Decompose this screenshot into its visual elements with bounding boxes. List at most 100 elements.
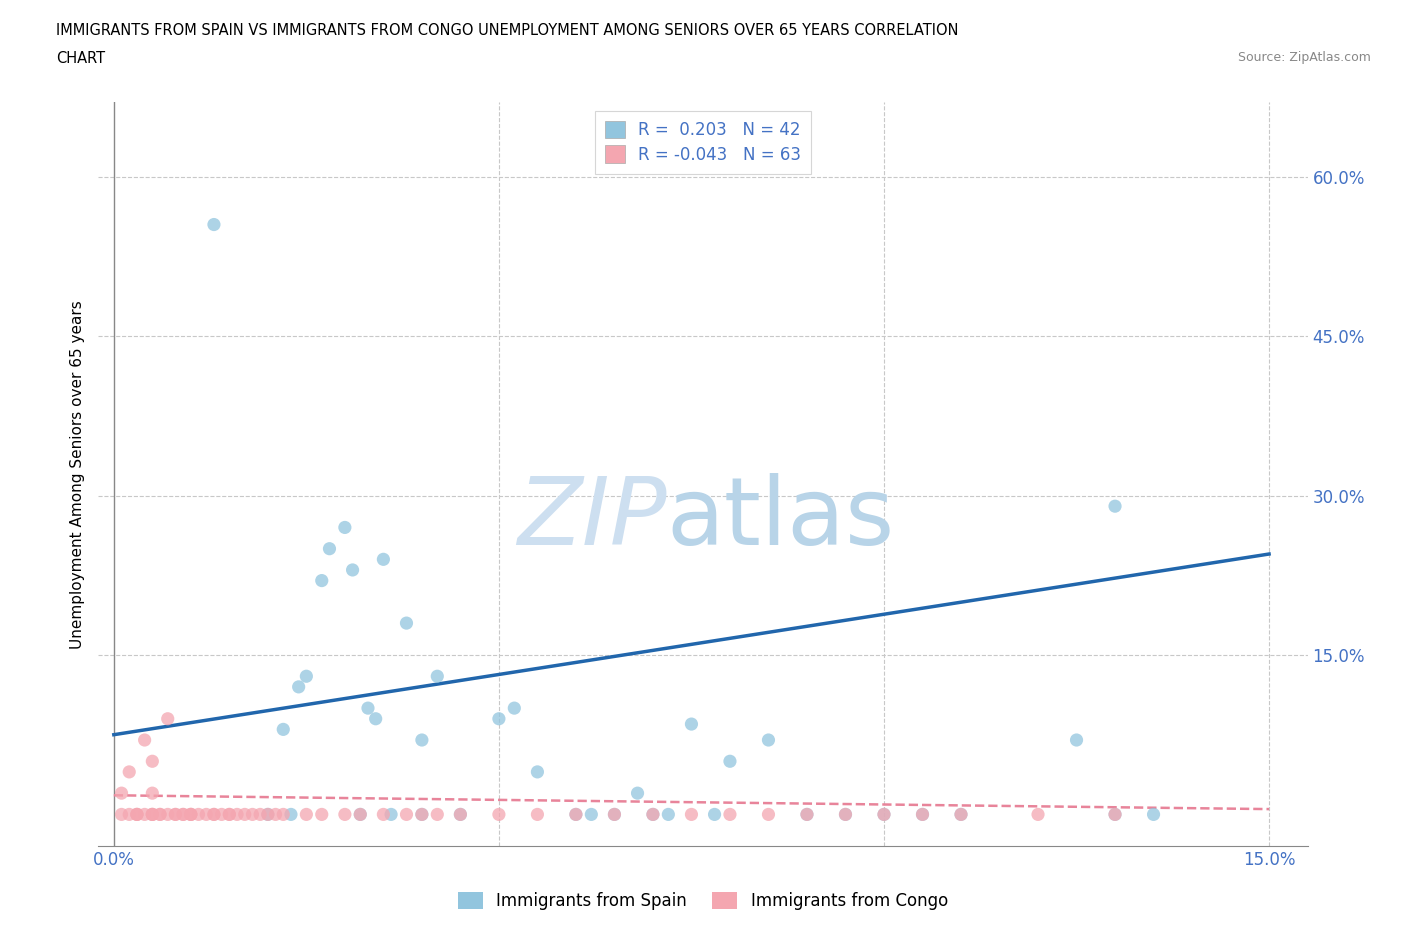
Point (449, 807, 471, 822)
Point (626, 786, 648, 801)
Point (703, 807, 725, 822)
Legend: R =  0.203   N = 42, R = -0.043   N = 63: R = 0.203 N = 42, R = -0.043 N = 63 (595, 111, 811, 174)
Point (141, 807, 163, 822)
Point (195, 807, 218, 822)
Point (271, 722, 294, 737)
Point (395, 616, 418, 631)
Point (911, 807, 934, 822)
Point (526, 764, 548, 779)
Point (581, 807, 603, 822)
Point (118, 764, 141, 779)
Point (141, 807, 163, 822)
Text: ZIP: ZIP (517, 473, 666, 565)
Point (1104, 807, 1126, 822)
Point (565, 807, 588, 822)
Point (488, 807, 510, 822)
Text: IMMIGRANTS FROM SPAIN VS IMMIGRANTS FROM CONGO UNEMPLOYMENT AMONG SENIORS OVER 6: IMMIGRANTS FROM SPAIN VS IMMIGRANTS FROM… (56, 23, 959, 38)
Point (411, 807, 433, 822)
Point (287, 680, 309, 695)
Point (603, 807, 626, 822)
Point (118, 807, 141, 822)
Point (603, 807, 626, 822)
Point (373, 551, 395, 566)
Point (411, 807, 433, 822)
Legend: Immigrants from Spain, Immigrants from Congo: Immigrants from Spain, Immigrants from C… (451, 885, 955, 917)
Point (426, 669, 449, 684)
Point (156, 807, 179, 822)
Point (264, 807, 287, 822)
Point (172, 807, 194, 822)
Text: CHART: CHART (56, 51, 105, 66)
Point (834, 807, 856, 822)
Point (271, 807, 294, 822)
Point (125, 807, 148, 822)
Point (311, 807, 333, 822)
Point (395, 807, 418, 822)
Point (242, 807, 264, 822)
Point (134, 733, 156, 748)
Point (249, 807, 271, 822)
Point (333, 520, 356, 535)
Point (1066, 733, 1088, 748)
Point (165, 807, 187, 822)
Point (295, 807, 318, 822)
Point (718, 807, 741, 822)
Point (295, 669, 318, 684)
Point (333, 807, 356, 822)
Point (257, 807, 280, 822)
Point (280, 807, 302, 822)
Point (911, 807, 934, 822)
Point (364, 711, 387, 726)
Point (202, 807, 225, 822)
Point (411, 733, 433, 748)
Point (758, 807, 780, 822)
Point (149, 807, 172, 822)
Point (141, 807, 163, 822)
Point (125, 807, 148, 822)
Text: atlas: atlas (666, 473, 896, 565)
Point (834, 807, 856, 822)
Point (950, 807, 973, 822)
Point (257, 807, 280, 822)
Point (187, 807, 209, 822)
Text: Source: ZipAtlas.com: Source: ZipAtlas.com (1237, 51, 1371, 64)
Point (503, 700, 526, 715)
Point (681, 717, 703, 732)
Point (565, 807, 588, 822)
Point (641, 807, 664, 822)
Point (156, 711, 179, 726)
Point (180, 807, 202, 822)
Point (758, 733, 780, 748)
Point (526, 807, 548, 822)
Point (1026, 807, 1049, 822)
Point (180, 807, 202, 822)
Point (641, 807, 664, 822)
Point (657, 807, 679, 822)
Point (349, 807, 371, 822)
Point (226, 807, 249, 822)
Point (202, 807, 225, 822)
Point (1104, 807, 1126, 822)
Point (149, 807, 172, 822)
Point (449, 807, 471, 822)
Point (180, 807, 202, 822)
Point (211, 807, 233, 822)
Point (488, 711, 510, 726)
Point (950, 807, 973, 822)
Point (311, 573, 333, 588)
Point (796, 807, 818, 822)
Y-axis label: Unemployment Among Seniors over 65 years: Unemployment Among Seniors over 65 years (70, 300, 86, 649)
Point (342, 563, 364, 578)
Point (1104, 498, 1126, 513)
Point (357, 700, 380, 715)
Point (172, 807, 194, 822)
Point (141, 754, 163, 769)
Point (718, 754, 741, 769)
Point (110, 786, 132, 801)
Point (1142, 807, 1164, 822)
Point (165, 807, 187, 822)
Point (134, 807, 156, 822)
Point (110, 807, 132, 822)
Point (202, 217, 225, 232)
Point (349, 807, 371, 822)
